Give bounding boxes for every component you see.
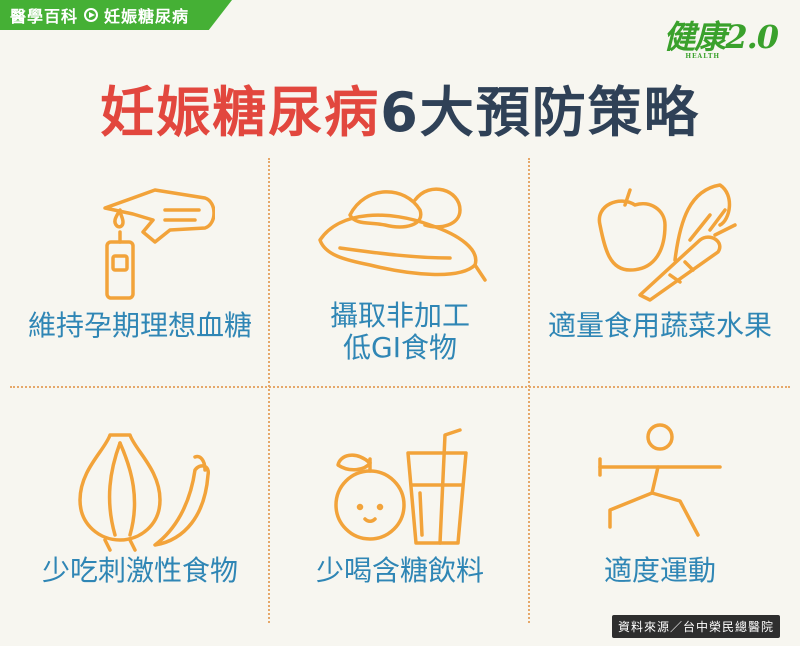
title-strategies: 6大預防策略 [380, 81, 700, 144]
exercise-icon [598, 423, 722, 537]
strategy-label-3: 適量食用蔬菜水果 [547, 309, 772, 342]
fruit-drink-icon [334, 428, 468, 545]
brand-logo[interactable]: 健康2.0 HEALTH [663, 12, 779, 60]
title-topic: 妊娠糖尿病 [100, 81, 381, 144]
sweet-potato-icon [318, 187, 487, 282]
strategy-card-4: 少吃刺激性食物 [10, 415, 270, 587]
divider-vertical-2 [528, 158, 530, 623]
category-banner[interactable]: 醫學百科 妊娠糖尿病 [0, 0, 232, 30]
topic-label: 妊娠糖尿病 [104, 7, 190, 26]
strategy-label-2a: 攝取非加工 [329, 299, 470, 332]
play-icon [84, 8, 99, 22]
strategy-label-2b: 低GI食物 [343, 331, 457, 364]
strategy-label-5: 少喝含糖飲料 [315, 554, 484, 587]
strategy-card-1: 維持孕期理想血糖 [10, 170, 270, 342]
category-label: 醫學百科 [10, 7, 79, 26]
page-title: 妊娠糖尿病6大預防策略 [0, 68, 800, 147]
strategy-card-2: 攝取非加工 低GI食物 [270, 170, 530, 364]
divider-vertical-1 [268, 158, 270, 623]
vegetables-icon [597, 183, 737, 302]
strategy-card-6: 適度運動 [530, 415, 790, 587]
strategy-card-3: 適量食用蔬菜水果 [530, 170, 790, 342]
divider-horizontal [10, 386, 790, 388]
strategy-label-6: 適度運動 [603, 554, 716, 587]
logo-text: 健康2.0 [663, 18, 779, 56]
blood-glucose-meter-icon [103, 188, 215, 300]
logo-subtext: HEALTH [685, 53, 721, 60]
source-note: 資料來源／台中榮民總醫院 [611, 615, 780, 638]
strategy-label-1: 維持孕期理想血糖 [27, 309, 252, 342]
onion-chili-icon [78, 433, 210, 552]
strategy-card-5: 少喝含糖飲料 [270, 415, 530, 587]
strategy-label-4: 少吃刺激性食物 [41, 554, 238, 587]
